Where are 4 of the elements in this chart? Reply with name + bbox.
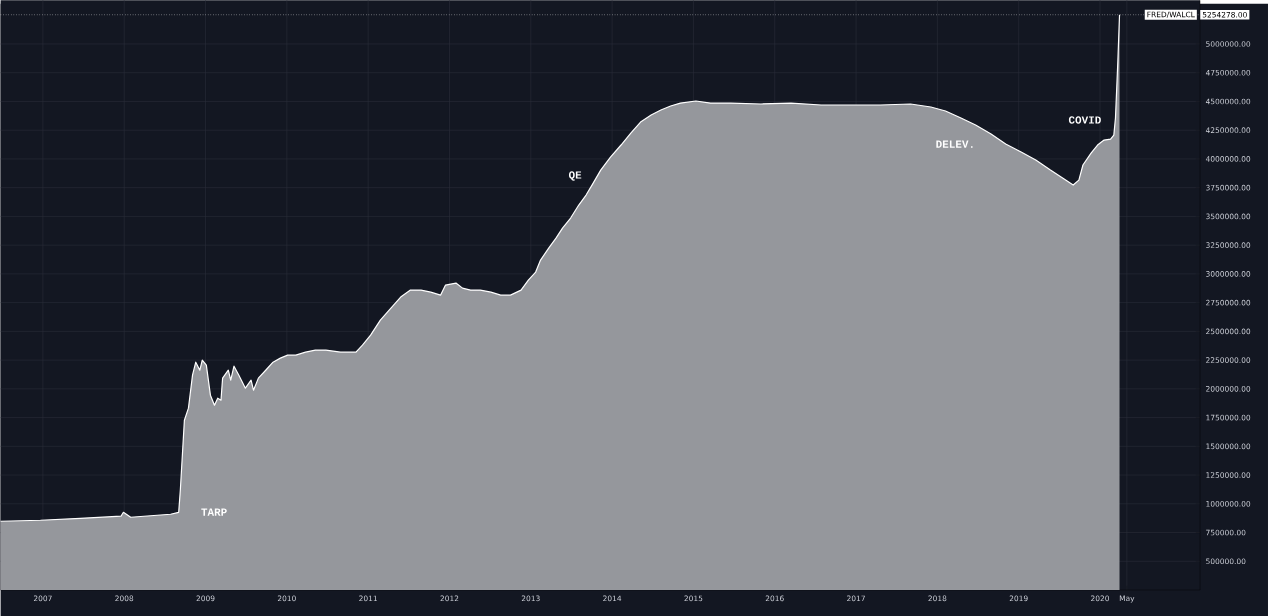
annotation: TARP xyxy=(201,508,227,516)
annotation: QE xyxy=(568,171,582,181)
annotation: DELEV. xyxy=(936,140,973,148)
annotation: COVID xyxy=(1068,116,1101,124)
